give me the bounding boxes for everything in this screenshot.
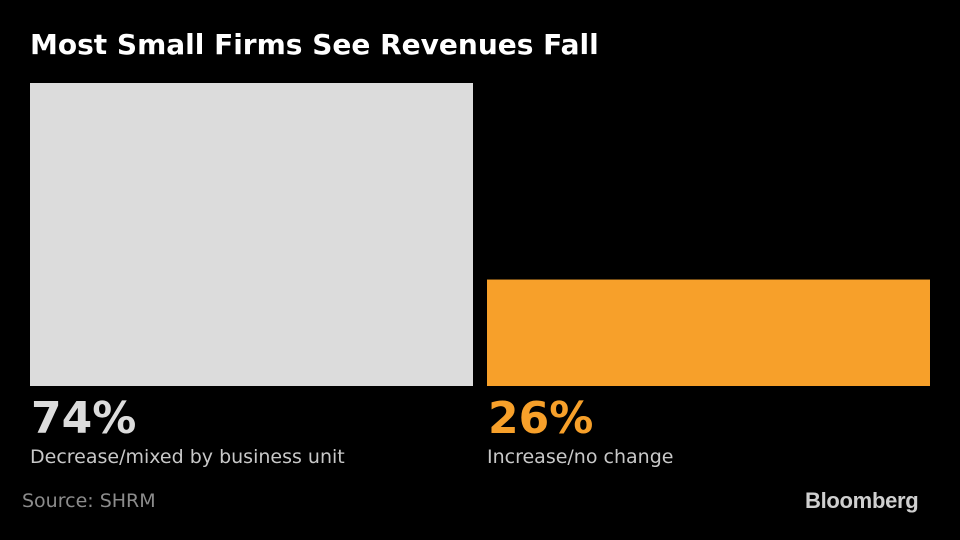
value-label-1: 74% <box>31 393 136 444</box>
chart-title: Most Small Firms See Revenues Fall <box>30 28 599 61</box>
category-label-2: Increase/no change <box>487 446 673 468</box>
source-note: Source: SHRM <box>22 490 156 512</box>
value-label-2: 26% <box>488 393 593 444</box>
category-label-1: Decrease/mixed by business unit <box>30 446 345 468</box>
bar-1 <box>30 83 473 386</box>
bar-2 <box>487 279 930 386</box>
bloomberg-logo: Bloomberg <box>805 488 919 513</box>
